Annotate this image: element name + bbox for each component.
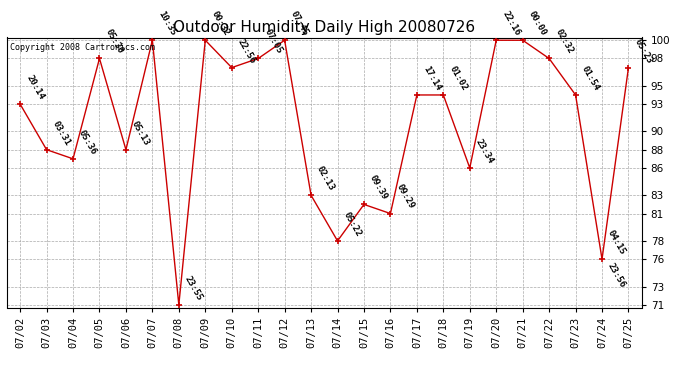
- Text: 05:13: 05:13: [130, 119, 151, 147]
- Text: 09:29: 09:29: [395, 183, 416, 211]
- Text: 07:45: 07:45: [289, 10, 310, 38]
- Text: Copyright 2008 Cartronics.com: Copyright 2008 Cartronics.com: [10, 43, 155, 52]
- Text: 01:02: 01:02: [448, 64, 469, 92]
- Text: 05:36: 05:36: [77, 128, 99, 156]
- Text: 23:55: 23:55: [183, 274, 204, 302]
- Text: 02:32: 02:32: [553, 28, 575, 56]
- Text: 23:56: 23:56: [607, 262, 627, 290]
- Text: 03:31: 03:31: [51, 119, 72, 147]
- Text: 04:15: 04:15: [607, 229, 627, 256]
- Text: 20:14: 20:14: [24, 74, 46, 101]
- Text: 10:35: 10:35: [157, 10, 178, 38]
- Text: 23:34: 23:34: [474, 137, 495, 165]
- Text: 22:56: 22:56: [236, 37, 257, 65]
- Text: 09:39: 09:39: [368, 174, 389, 202]
- Text: 02:13: 02:13: [315, 165, 337, 192]
- Text: 00:00: 00:00: [527, 10, 548, 38]
- Text: 07:05: 07:05: [262, 28, 284, 56]
- Text: 00:32: 00:32: [210, 10, 230, 38]
- Title: Outdoor Humidity Daily High 20080726: Outdoor Humidity Daily High 20080726: [173, 20, 475, 35]
- Text: 05:30: 05:30: [104, 28, 125, 56]
- Text: 17:14: 17:14: [421, 64, 442, 92]
- Text: 22:16: 22:16: [500, 10, 522, 38]
- Text: 05:23: 05:23: [633, 37, 654, 65]
- Text: 05:22: 05:22: [342, 210, 363, 238]
- Text: 01:54: 01:54: [580, 64, 601, 92]
